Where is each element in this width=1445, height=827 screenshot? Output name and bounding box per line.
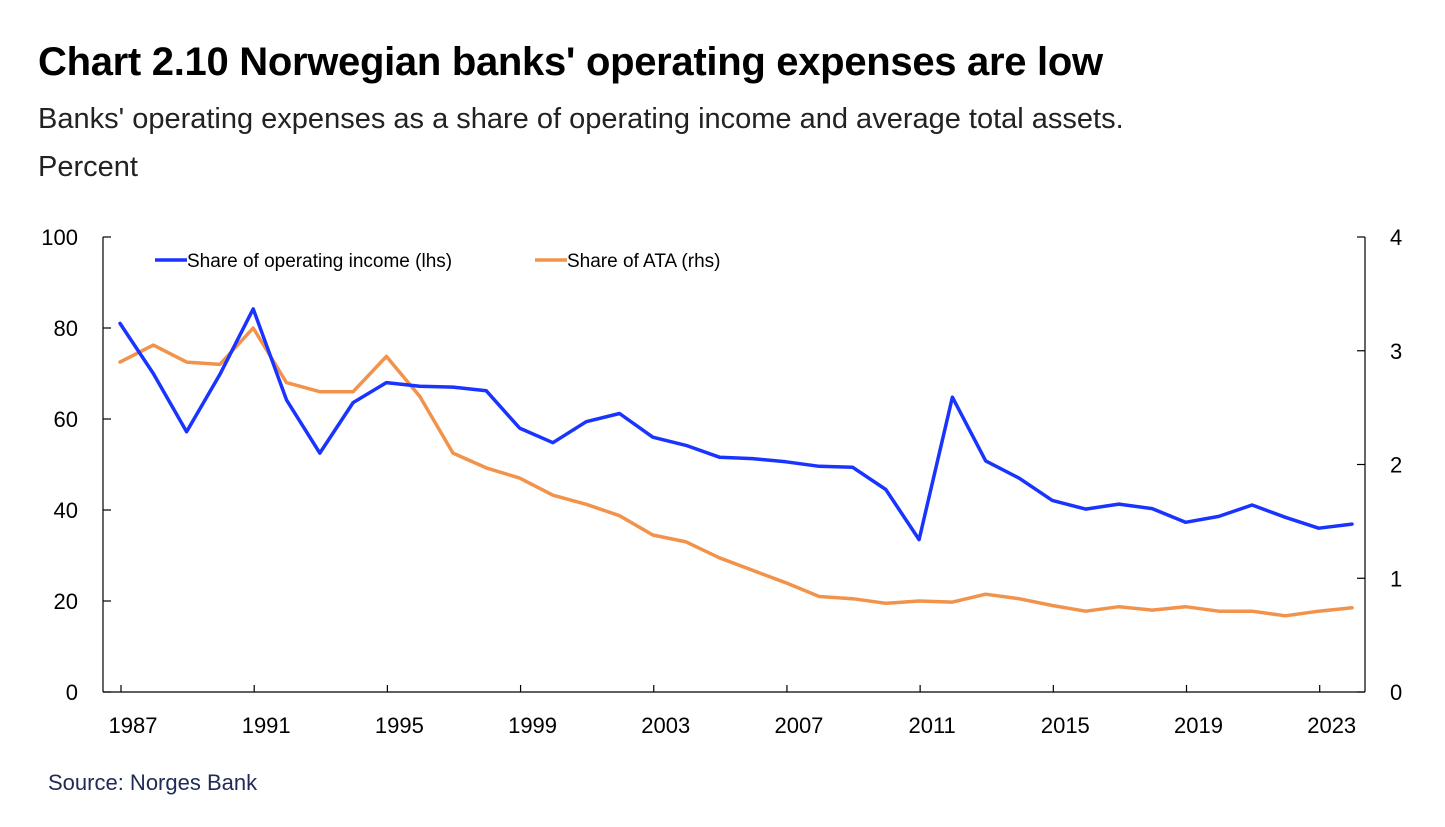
y-tick-label-right: 4 [1390,225,1402,250]
y-tick-label-right: 1 [1390,566,1402,591]
x-tick-label: 2015 [1041,713,1090,738]
chart-title: Chart 2.10 Norwegian banks' operating ex… [38,40,1103,84]
series-line-operating-income [118,307,1354,542]
y-tick-label-right: 3 [1390,339,1402,364]
y-tick-label-left: 0 [66,680,78,705]
y-tick-label-left: 100 [41,225,78,250]
x-tick-label: 1995 [375,713,424,738]
y-tick-label-left: 40 [54,498,78,523]
legend-label: Share of ATA (rhs) [567,251,720,272]
series-line-ata [118,326,1354,618]
x-tick-label: 2023 [1307,713,1356,738]
subtitle-line-1: Banks' operating expenses as a share of … [38,103,1124,135]
x-tick-label: 2019 [1174,713,1223,738]
y-tick-label-right: 2 [1390,453,1402,478]
x-tick-label: 2011 [908,713,955,738]
x-tick-label: 1987 [109,713,158,738]
x-tick-label: 2007 [774,713,823,738]
y-tick-label-left: 20 [54,589,78,614]
chart-source: Source: Norges Bank [48,770,258,795]
chart-legend: Share of operating income (lhs) Share of … [155,251,720,272]
subtitle-line-2: Percent [38,151,138,183]
chart-subtitle: Banks' operating expenses as a share of … [38,95,1418,191]
legend-label: Share of operating income (lhs) [187,251,452,272]
x-tick-label: 1991 [242,713,291,738]
x-tick-label: 1999 [508,713,557,738]
y-tick-label-right: 0 [1390,680,1402,705]
chart-series [118,307,1354,618]
y-tick-label-left: 60 [54,407,78,432]
chart-axes: 0 20 40 60 80 100 0 1 2 3 4 1987 1991 1995 1999 2003 200… [41,225,1402,738]
x-tick-label: 2003 [641,713,690,738]
y-tick-label-left: 80 [54,316,78,341]
